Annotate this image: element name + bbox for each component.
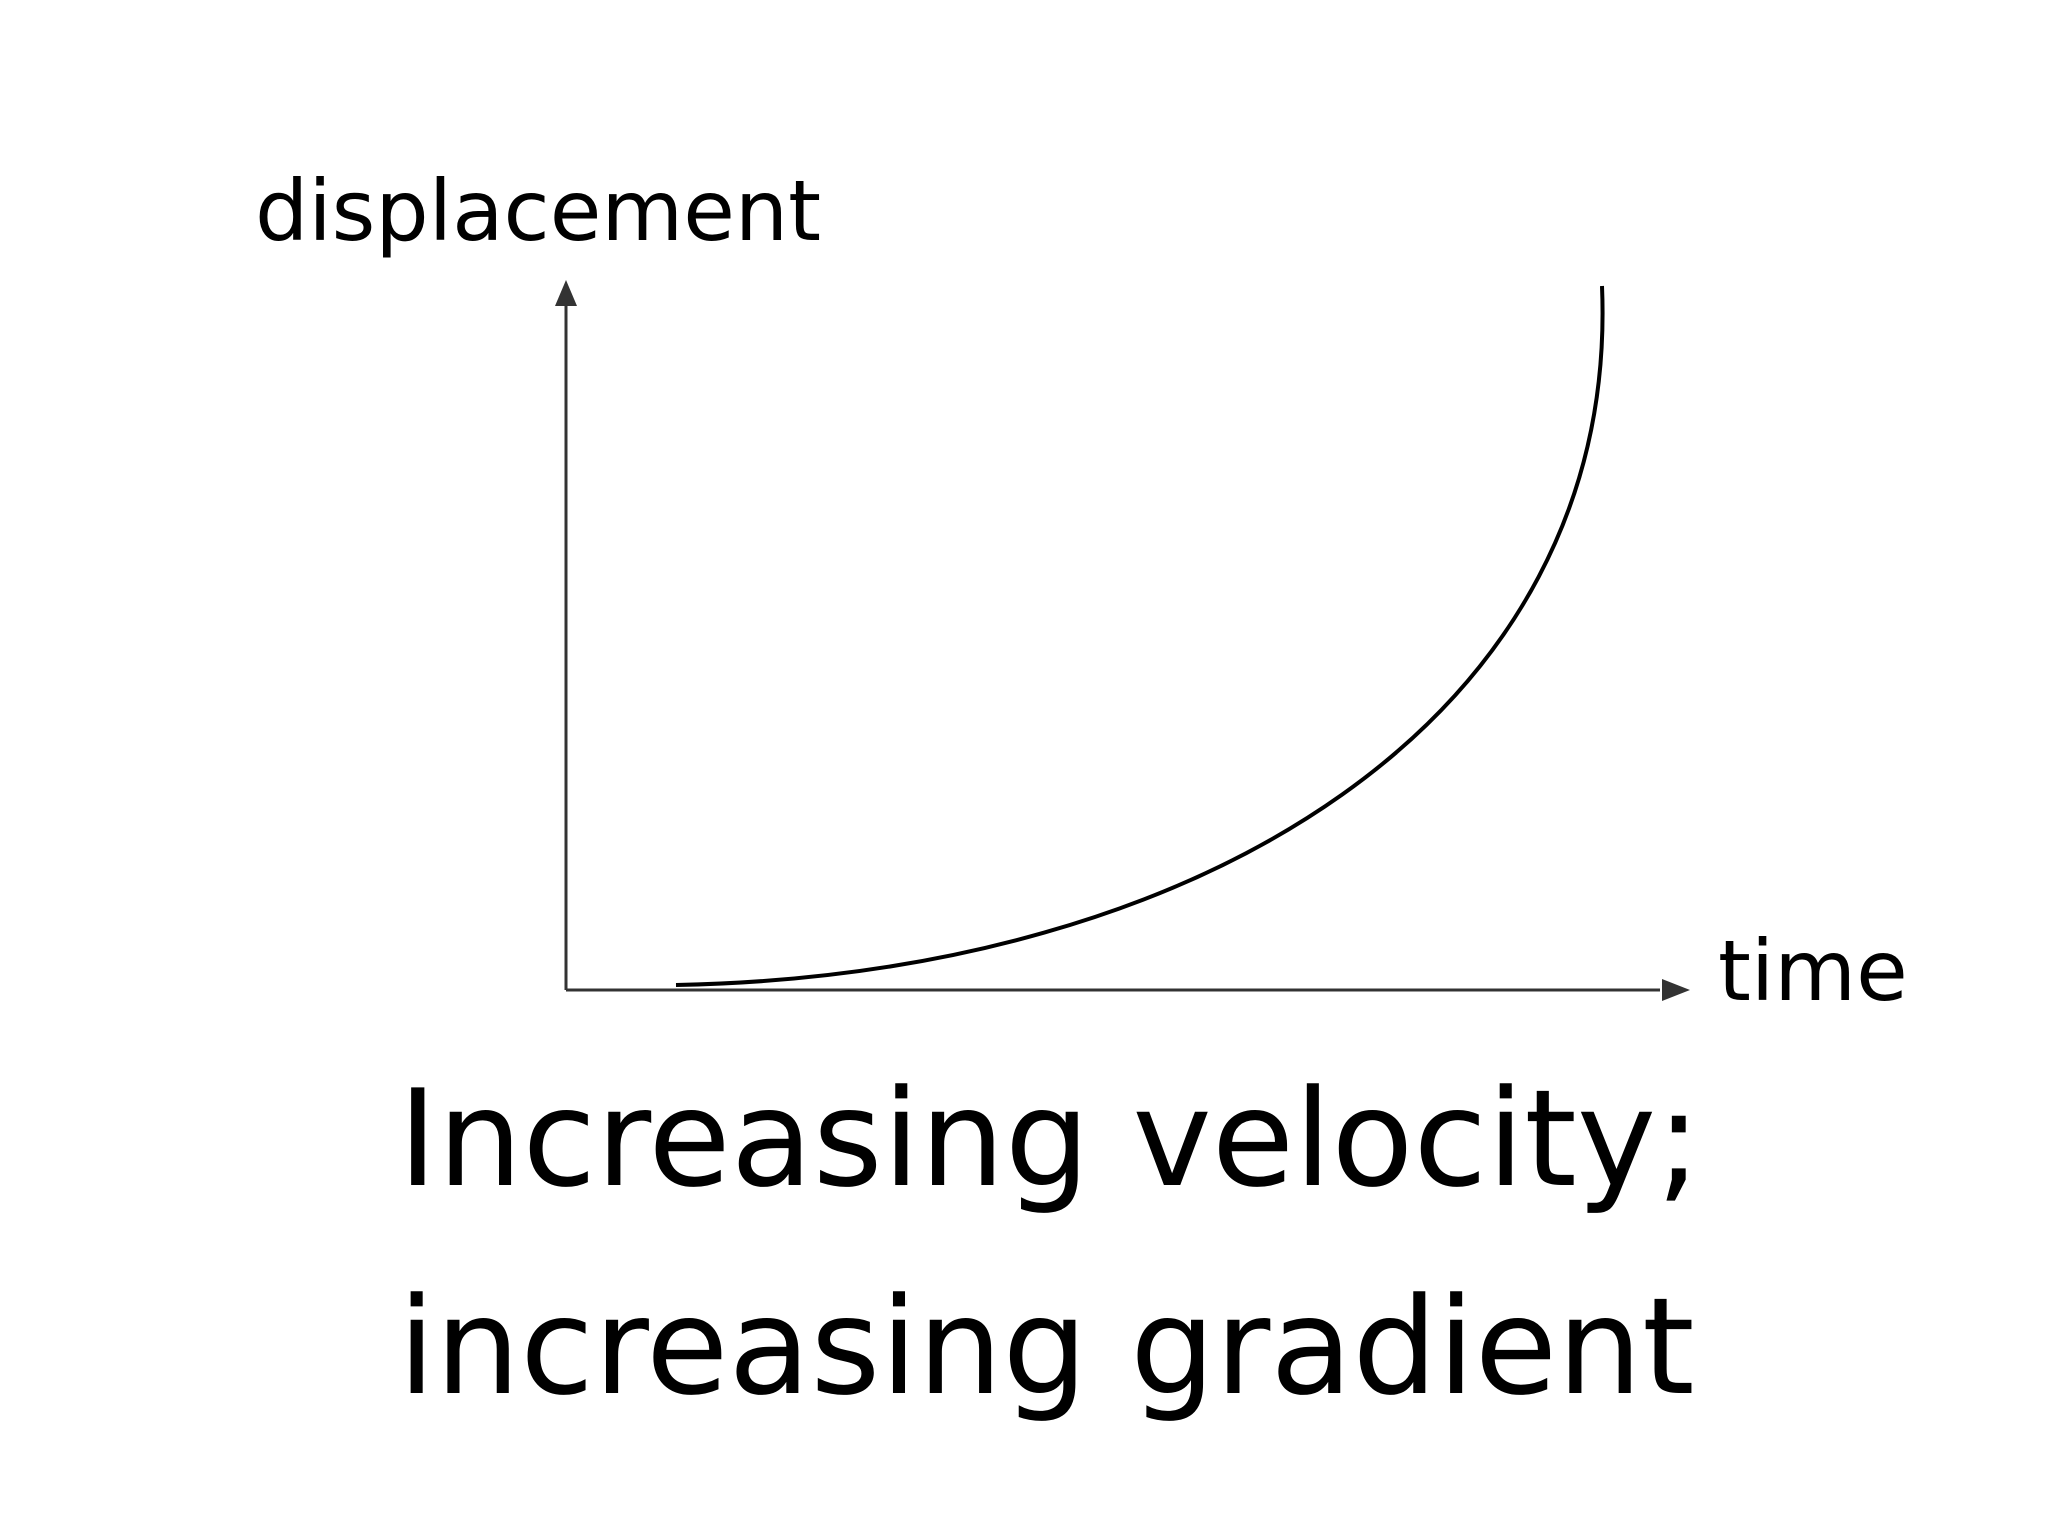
y-axis-arrowhead <box>555 280 577 306</box>
x-axis-label: time <box>1718 922 1908 1020</box>
caption-line-2: increasing gradient <box>398 1269 1695 1425</box>
caption-line-1: Increasing velocity; <box>398 1061 1701 1217</box>
x-axis-arrowhead <box>1662 979 1690 1001</box>
displacement-curve <box>675 285 1605 987</box>
y-axis-label: displacement <box>255 162 821 260</box>
